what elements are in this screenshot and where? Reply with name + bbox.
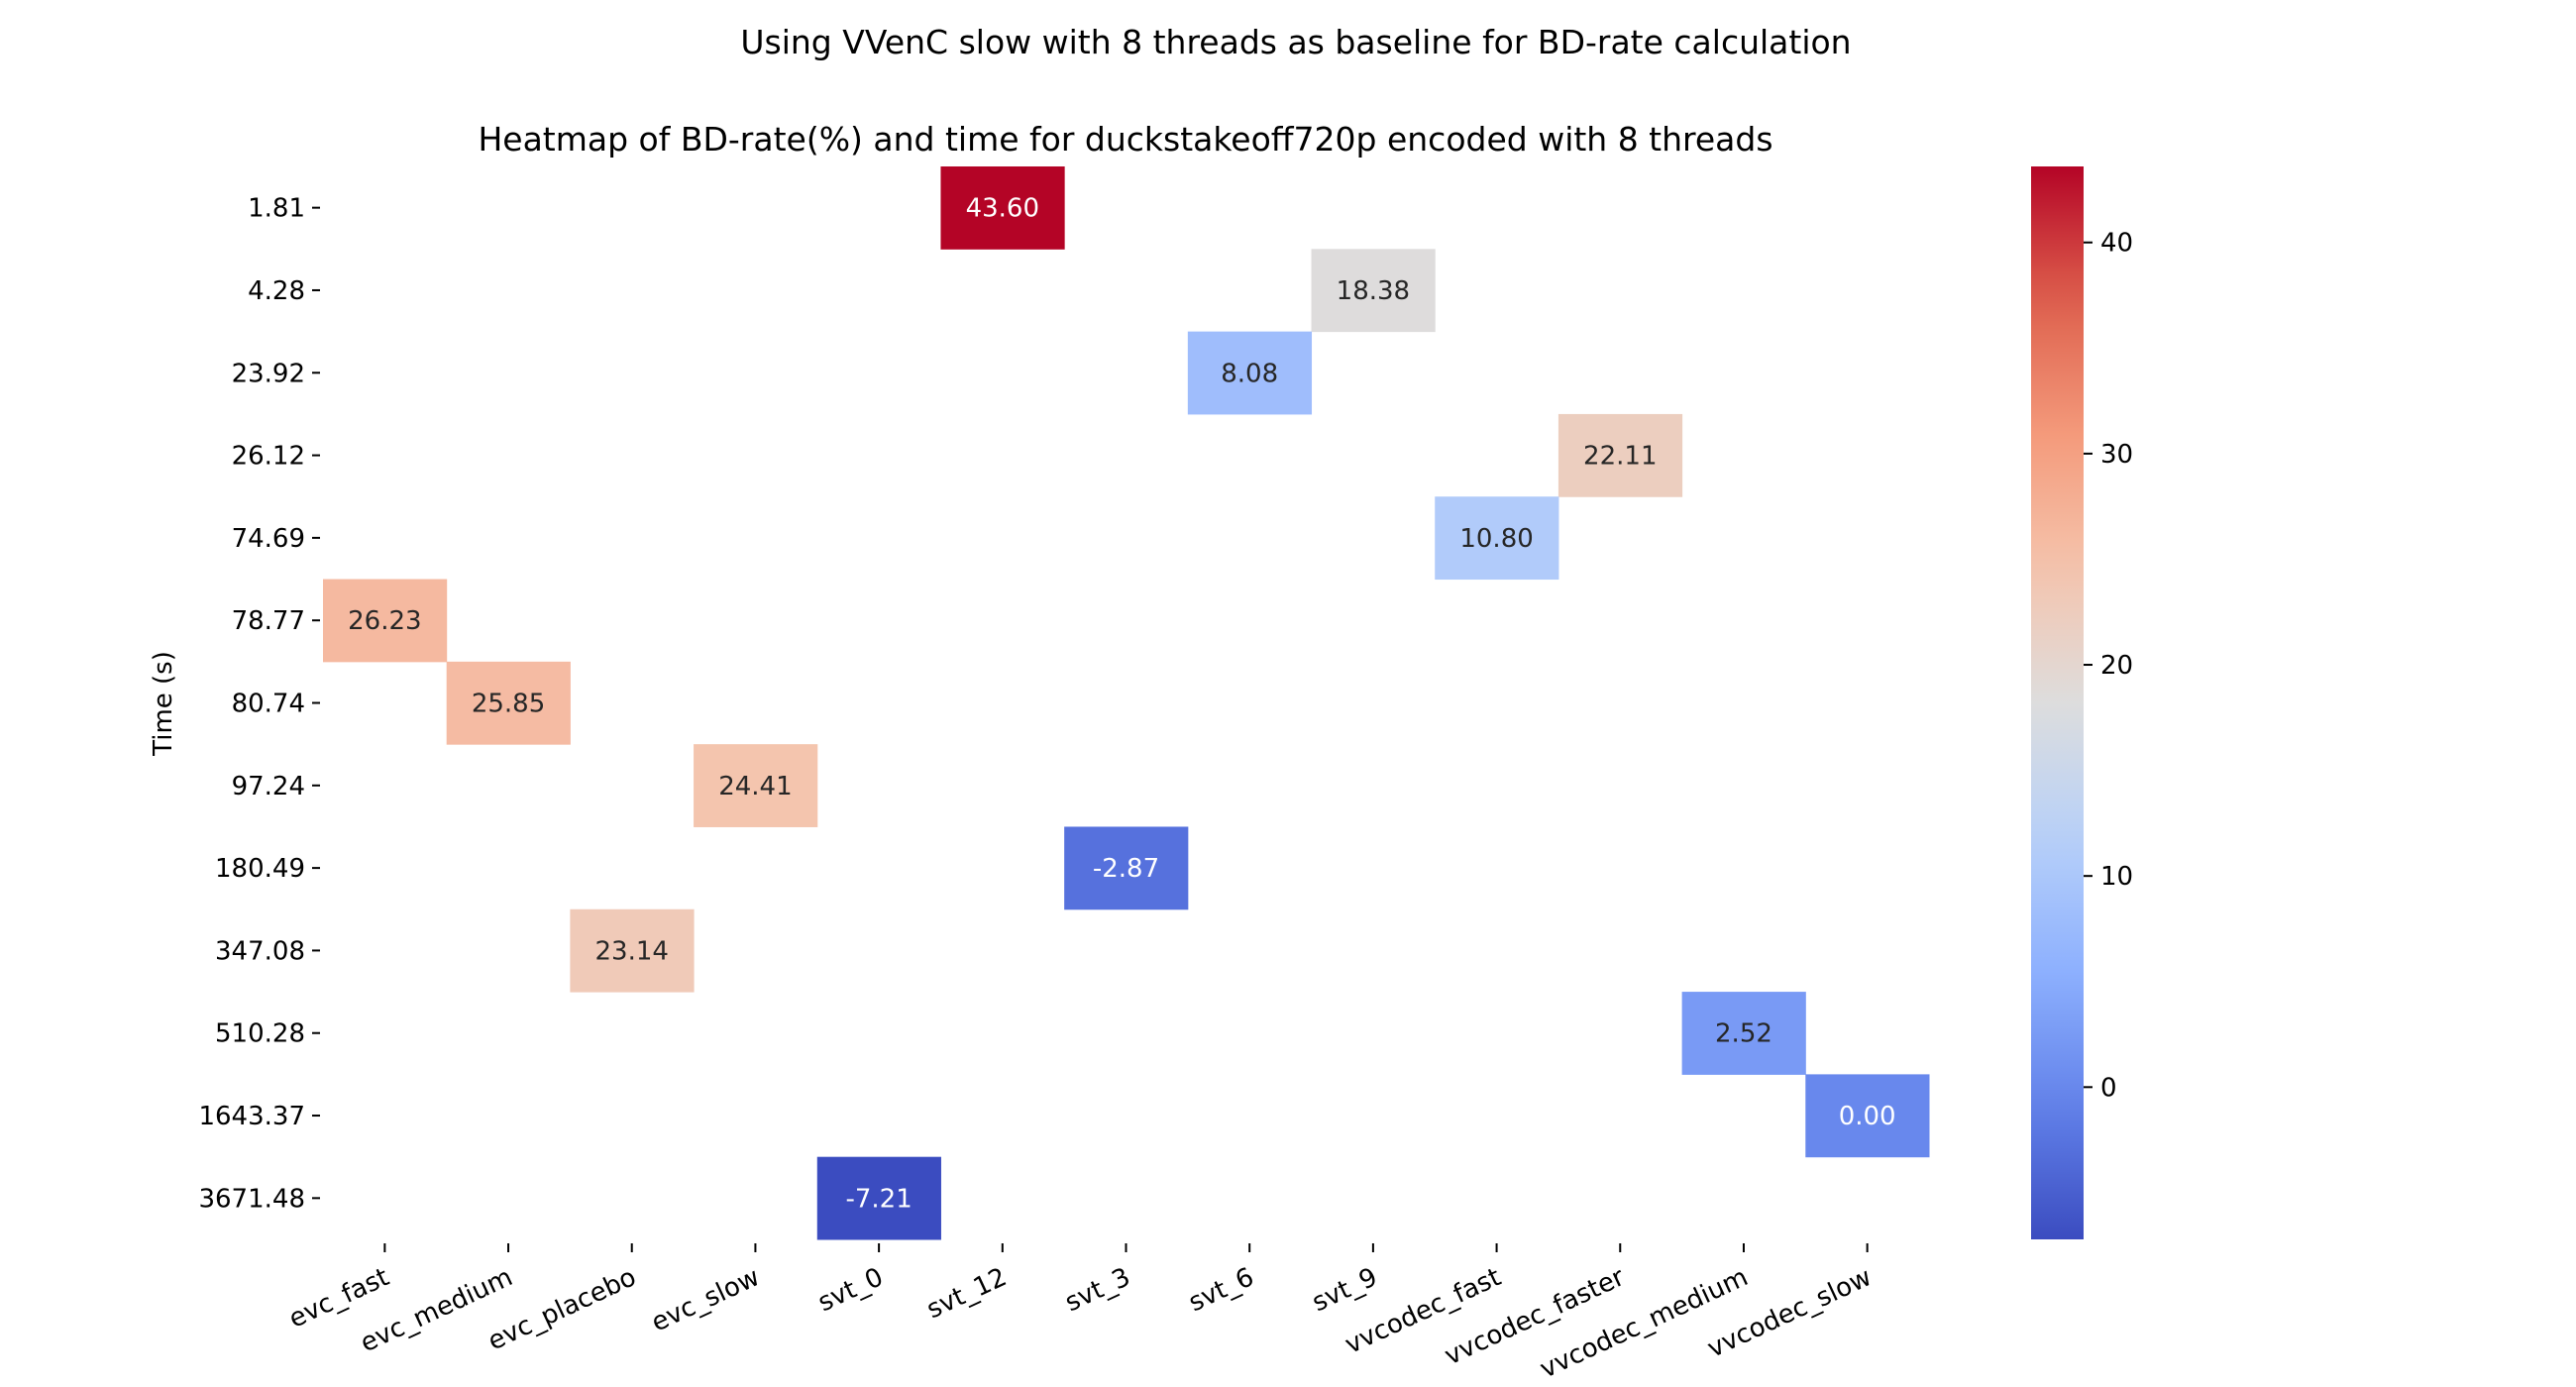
y-tick-label: 1643.37 xyxy=(198,1102,305,1131)
x-tick-label: svt_9 xyxy=(1308,1262,1382,1318)
heatmap-cell xyxy=(940,166,1065,250)
heatmap-cell xyxy=(1557,413,1683,497)
y-tick-label: 1.81 xyxy=(248,194,305,224)
heatmap-cell xyxy=(816,1156,941,1240)
heatmap-cell xyxy=(1311,249,1436,333)
y-tick-label: 23.92 xyxy=(232,359,305,388)
cell-value-label: 23.14 xyxy=(595,936,669,966)
y-tick-label: 347.08 xyxy=(215,936,305,966)
heatmap-cell xyxy=(1805,1074,1930,1158)
heatmap-cell xyxy=(323,579,448,663)
y-tick-label: 26.12 xyxy=(232,442,305,472)
y-tick-label: 97.24 xyxy=(232,772,305,801)
cell-value-label: 25.85 xyxy=(472,690,545,719)
x-tick-label: svt_3 xyxy=(1061,1262,1135,1318)
heatmap-cell xyxy=(446,661,571,745)
colorbar-tick-label: 20 xyxy=(2100,651,2133,681)
x-tick-label: svt_12 xyxy=(922,1262,1012,1325)
x-tick-label: vvcodec_medium xyxy=(1536,1262,1753,1384)
cell-value-label: 26.23 xyxy=(348,606,421,636)
y-tick-label: 4.28 xyxy=(248,276,305,306)
heatmap-cells: 43.60 18.38 8.08 22.11 10.80 26.23 25.85 24.41 -… xyxy=(323,166,1930,1240)
y-axis-label: Time (s) xyxy=(149,651,178,757)
heatmap-cell xyxy=(1187,331,1313,415)
colorbar-ticks: 0 10 20 30 40 xyxy=(2084,229,2133,1103)
cell-value-label: 8.08 xyxy=(1221,359,1278,388)
colorbar xyxy=(2031,166,2084,1239)
x-tick-label: svt_0 xyxy=(813,1262,888,1318)
cell-value-label: -7.21 xyxy=(845,1184,912,1214)
heatmap-cell xyxy=(570,908,695,993)
x-tick-label: evc_slow xyxy=(647,1262,764,1337)
colorbar-tick-label: 10 xyxy=(2100,862,2133,892)
cell-value-label: 18.38 xyxy=(1337,276,1410,306)
heatmap-cell xyxy=(694,744,818,827)
heatmap-cell xyxy=(1064,826,1189,910)
cell-value-label: 2.52 xyxy=(1715,1019,1772,1049)
y-tick-label: 510.28 xyxy=(215,1019,305,1049)
chart-suptitle: Using VVenC slow with 8 threads as basel… xyxy=(740,23,1851,61)
heatmap-cell xyxy=(1681,992,1806,1075)
chart-title: Heatmap of BD-rate(%) and time for ducks… xyxy=(478,120,1772,159)
cell-value-label: 43.60 xyxy=(966,194,1039,224)
y-tick-label: 80.74 xyxy=(232,690,305,719)
cell-value-label: 22.11 xyxy=(1583,442,1657,472)
cell-value-label: 10.80 xyxy=(1459,524,1533,554)
heatmap-cell xyxy=(1435,496,1559,581)
colorbar-tick-label: 40 xyxy=(2100,229,2133,259)
cell-value-label: 0.00 xyxy=(1839,1102,1896,1131)
y-tick-label: 74.69 xyxy=(232,524,305,554)
y-tick-label: 180.49 xyxy=(215,854,305,884)
cell-value-label: -2.87 xyxy=(1093,854,1159,884)
colorbar-tick-label: 0 xyxy=(2100,1073,2117,1103)
cell-value-label: 24.41 xyxy=(718,772,792,801)
x-tick-label: svt_6 xyxy=(1184,1262,1258,1318)
y-axis-ticks: 1.81 4.28 23.92 26.12 74.69 78.77 80.74 97.24 18… xyxy=(198,194,320,1214)
y-tick-label: 3671.48 xyxy=(198,1184,305,1214)
colorbar-tick-label: 30 xyxy=(2100,440,2133,470)
y-tick-label: 78.77 xyxy=(232,606,305,636)
